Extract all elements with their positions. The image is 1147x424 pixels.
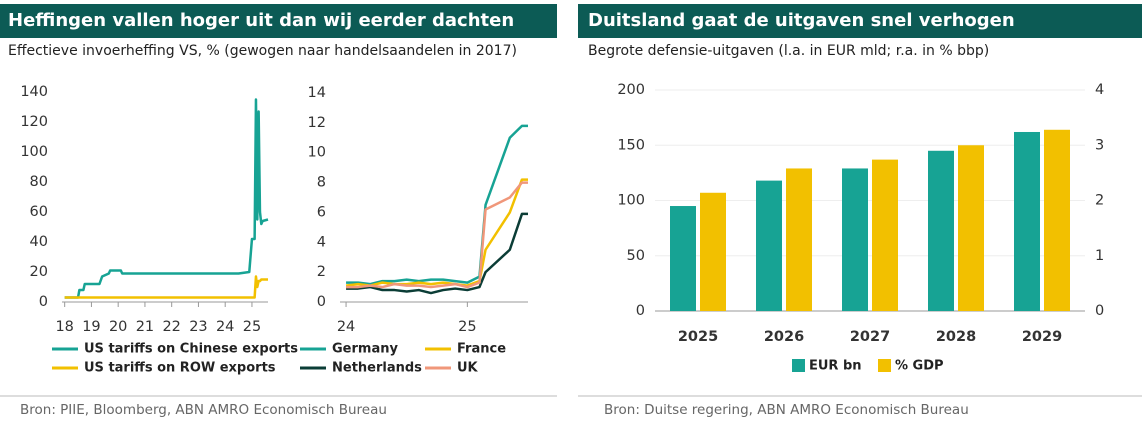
y-tick-label: 12 (308, 115, 326, 131)
legend-label: UK (457, 361, 479, 376)
x-tick-label: 2028 (936, 329, 976, 345)
series-line (345, 178, 528, 287)
x-tick-label: 23 (189, 319, 207, 335)
x-tick-label: 25 (458, 319, 476, 335)
x-tick-label: 21 (136, 319, 154, 335)
x-tick-label: 2026 (764, 329, 804, 345)
x-tick-label: 25 (243, 319, 261, 335)
x-tick-label: 2029 (1022, 329, 1062, 345)
bar (1014, 131, 1040, 311)
y-tick-label: 0 (636, 303, 645, 319)
bar (786, 168, 812, 311)
x-tick-label: 20 (109, 319, 127, 335)
y-tick-label: 4 (317, 234, 326, 250)
bar (958, 145, 984, 311)
y-tick-label: 0 (39, 294, 48, 310)
x-tick-label: 19 (82, 319, 100, 335)
source: Bron: Duitse regering, ABN AMRO Economis… (604, 402, 969, 418)
y-tick-label: 120 (20, 114, 48, 130)
bar (670, 206, 696, 311)
bar (700, 192, 726, 311)
series-line (64, 275, 268, 299)
y-tick-label: 40 (30, 234, 48, 250)
y2-tick-label: 4 (1095, 82, 1104, 98)
bar (842, 168, 868, 311)
y-tick-label: 8 (317, 175, 326, 191)
y2-tick-label: 3 (1095, 137, 1104, 153)
legend-label: France (457, 342, 506, 357)
x-tick-label: 24 (216, 319, 234, 335)
legend-label: % GDP (895, 359, 944, 374)
panel-title: Duitsland gaat de uitgaven snel verhogen (588, 10, 1015, 31)
legend-swatch (878, 359, 891, 372)
y2-tick-label: 1 (1095, 248, 1104, 264)
y-tick-label: 14 (308, 85, 326, 101)
y2-tick-label: 2 (1095, 193, 1104, 209)
y-tick-label: 20 (30, 264, 48, 280)
y-tick-label: 60 (30, 204, 48, 220)
y-tick-label: 100 (20, 144, 48, 160)
y2-tick-label: 0 (1095, 303, 1104, 319)
series-line (346, 181, 528, 289)
panel-subtitle: Effectieve invoerheffing VS, % (gewogen … (8, 43, 517, 59)
y-tick-label: 140 (20, 84, 48, 100)
bar (928, 150, 954, 311)
bar (1044, 129, 1070, 311)
panel-header (578, 4, 1142, 38)
legend-label: US tariffs on Chinese exports (84, 342, 298, 357)
legend-label: Germany (332, 342, 398, 357)
y-tick-label: 100 (617, 193, 645, 209)
legend-label: EUR bn (809, 359, 862, 374)
y-tick-label: 200 (617, 82, 645, 98)
y-tick-label: 50 (627, 248, 645, 264)
y-tick-label: 150 (617, 137, 645, 153)
panel-title: Heffingen vallen hoger uit dan wij eerde… (8, 10, 514, 31)
x-tick-label: 2025 (678, 329, 718, 345)
bar (872, 159, 898, 311)
legend-label: Netherlands (332, 361, 422, 376)
y-tick-label: 6 (317, 204, 326, 220)
series-line (346, 124, 528, 286)
x-tick-label: 24 (337, 319, 355, 335)
series-line (346, 212, 528, 295)
y-tick-label: 80 (30, 174, 48, 190)
x-tick-label: 18 (55, 319, 73, 335)
series-line (64, 98, 269, 299)
source: Bron: PIIE, Bloomberg, ABN AMRO Economis… (20, 402, 387, 418)
panel-subtitle: Begrote defensie-uitgaven (l.a. in EUR m… (588, 43, 989, 59)
y-tick-label: 10 (308, 145, 326, 161)
legend-label: US tariffs on ROW exports (84, 361, 276, 376)
legend-swatch (792, 359, 805, 372)
x-tick-label: 22 (162, 319, 180, 335)
y-tick-label: 2 (317, 264, 326, 280)
panel-header (0, 4, 557, 38)
x-tick-label: 2027 (850, 329, 890, 345)
y-tick-label: 0 (317, 294, 326, 310)
bar (756, 180, 782, 311)
